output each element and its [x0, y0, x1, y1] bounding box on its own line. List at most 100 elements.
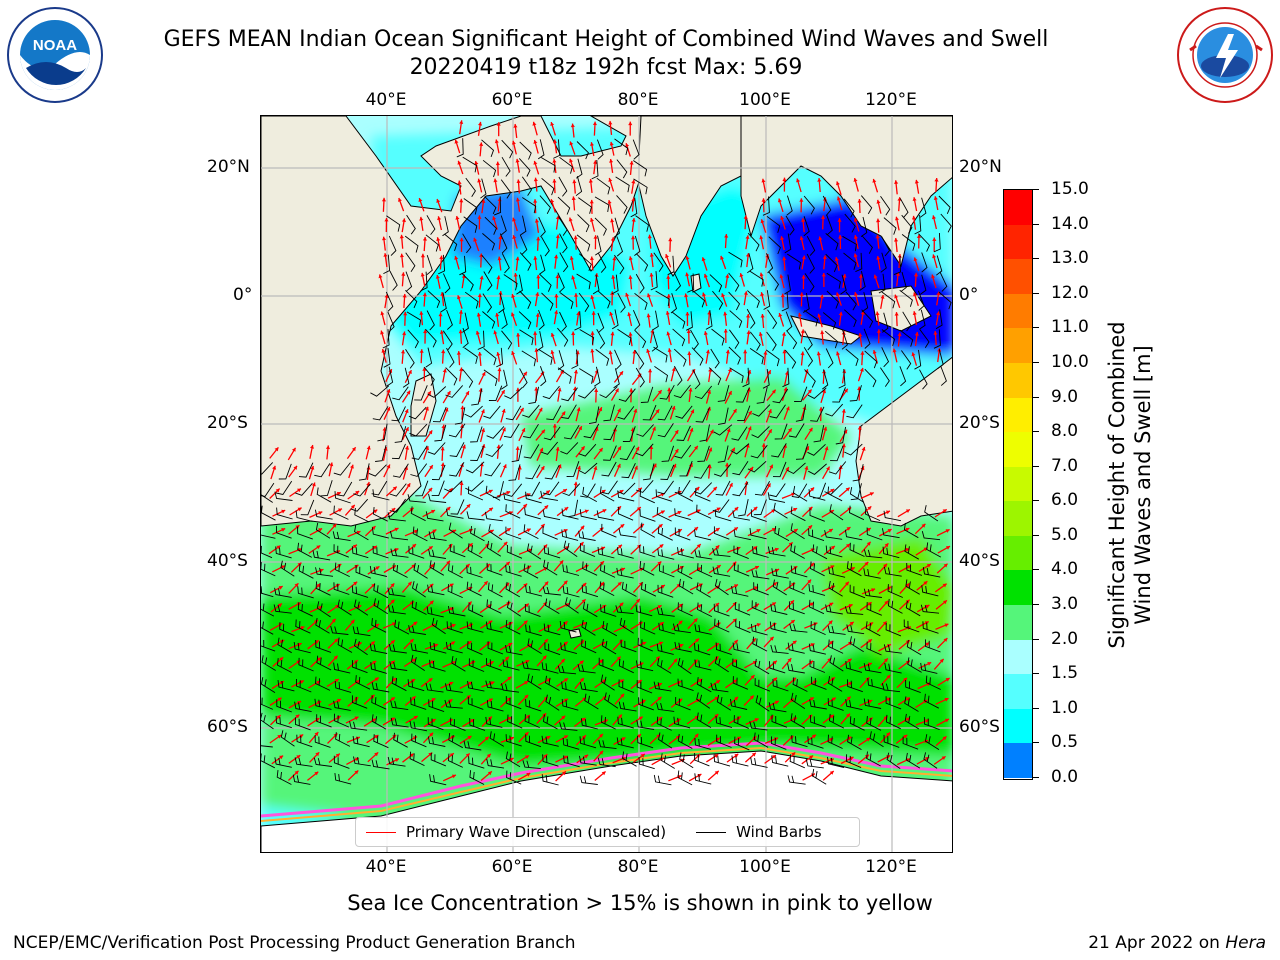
wave-direction-arrowhead	[725, 349, 730, 354]
wind-barb	[826, 290, 840, 309]
wind-barb	[803, 195, 815, 215]
wave-direction-arrowhead	[593, 466, 598, 471]
wind-barb	[597, 312, 605, 333]
wind-barb	[487, 582, 503, 598]
wave-direction-arrowhead	[780, 293, 785, 298]
footer-date: 21 Apr 2022 on Hera	[1088, 933, 1266, 953]
wind-barb	[388, 643, 407, 654]
wind-barb	[410, 654, 425, 671]
wave-direction-arrowhead	[577, 465, 581, 470]
wave-height-map[interactable]	[260, 115, 953, 853]
wind-barb	[614, 138, 629, 156]
wind-barb	[924, 505, 939, 522]
wind-barb	[914, 349, 922, 370]
wave-direction-arrowhead	[505, 561, 510, 566]
wave-direction-arrowhead	[674, 449, 679, 453]
wind-barb	[442, 273, 451, 294]
wind-barb	[382, 329, 390, 349]
wind-barb	[613, 217, 621, 238]
colorbar-tick-mark	[1033, 431, 1039, 433]
wave-direction-arrowhead	[876, 218, 881, 223]
wave-direction-arrowhead	[511, 294, 516, 298]
colorbar-tick-label: 12.0	[1051, 282, 1089, 303]
wind-barb	[843, 309, 857, 328]
wave-direction-arrowhead	[751, 752, 756, 757]
wind-barb	[426, 215, 436, 235]
wave-direction-arrowhead	[761, 178, 766, 183]
colorbar-tick-mark	[1033, 500, 1039, 502]
wind-barb	[276, 770, 292, 785]
wind-barb	[543, 546, 561, 559]
wind-barb	[733, 545, 749, 560]
wave-direction-arrowhead	[708, 447, 713, 452]
wind-barb	[824, 482, 843, 496]
wind-barb	[938, 195, 951, 214]
wind-barb	[300, 499, 315, 516]
wave-direction-arrowhead	[866, 737, 871, 742]
wind-barb	[486, 699, 504, 712]
wind-barb	[878, 273, 886, 294]
wind-barb	[789, 580, 805, 595]
wind-barb	[511, 444, 523, 463]
wave-direction-arrowhead	[448, 699, 453, 703]
wind-barb	[383, 254, 391, 275]
wave-direction-arrowhead	[782, 177, 787, 181]
wind-barb	[694, 643, 711, 656]
wave-direction-arrowhead	[512, 217, 517, 222]
wind-barb	[849, 385, 862, 402]
wave-direction-arrowhead	[511, 140, 516, 145]
wave-direction-arrowhead	[582, 735, 586, 740]
wind-barb	[677, 733, 693, 749]
wind-barb	[562, 737, 580, 750]
wave-direction-arrowhead	[894, 312, 899, 316]
wave-direction-arrowhead	[674, 430, 679, 435]
wave-direction-arrowhead	[573, 235, 578, 240]
wind-barb	[297, 586, 314, 599]
wave-direction-arrowhead	[760, 314, 765, 318]
wind-barb	[808, 599, 825, 615]
wind-barb	[754, 658, 770, 675]
wave-direction-arrowhead	[516, 179, 521, 183]
wave-direction-arrowhead	[494, 139, 499, 144]
wind-barb	[786, 253, 802, 270]
wind-barb	[294, 757, 313, 767]
wind-barb	[811, 676, 827, 690]
wind-barb	[855, 252, 863, 273]
wave-direction-arrowhead	[932, 237, 937, 241]
wave-direction-arrowhead	[545, 490, 550, 495]
wave-direction-arrowhead	[892, 348, 897, 353]
wind-barb	[713, 603, 730, 617]
wind-barb	[316, 487, 332, 503]
wind-barb	[314, 735, 331, 748]
wave-direction-arrowhead	[734, 584, 738, 588]
wave-direction-arrowhead	[697, 567, 702, 571]
wind-barb	[353, 638, 368, 656]
wave-direction-arrowhead	[511, 312, 515, 317]
wind-barb	[415, 480, 429, 497]
wind-barb	[712, 290, 724, 310]
wind-barb	[484, 216, 497, 235]
wind-barb	[504, 483, 523, 497]
wave-direction-arrowhead	[780, 236, 785, 240]
wave-direction-arrowhead	[281, 528, 286, 532]
wind-barb	[486, 658, 502, 671]
wave-direction-arrowhead	[403, 311, 408, 316]
wind-barb	[866, 602, 882, 616]
wind-barb	[408, 545, 425, 559]
wind-barb	[431, 464, 446, 481]
wave-direction-arrowhead	[846, 713, 850, 718]
wave-direction-arrowhead	[666, 294, 671, 298]
wind-barb	[846, 679, 863, 693]
wind-barb	[842, 235, 857, 252]
wind-barb	[261, 482, 275, 498]
wind-barb	[579, 775, 598, 785]
wave-direction-arrowhead	[590, 348, 595, 353]
wave-direction-arrowhead	[316, 545, 321, 550]
wave-direction-arrowhead	[515, 446, 520, 450]
wind-barb	[389, 498, 406, 513]
wind-barb	[622, 751, 637, 767]
wind-barb	[567, 499, 579, 518]
wind-barb	[407, 679, 425, 692]
wave-direction-arrowhead	[534, 387, 539, 391]
wave-direction-arrowhead	[853, 253, 858, 258]
